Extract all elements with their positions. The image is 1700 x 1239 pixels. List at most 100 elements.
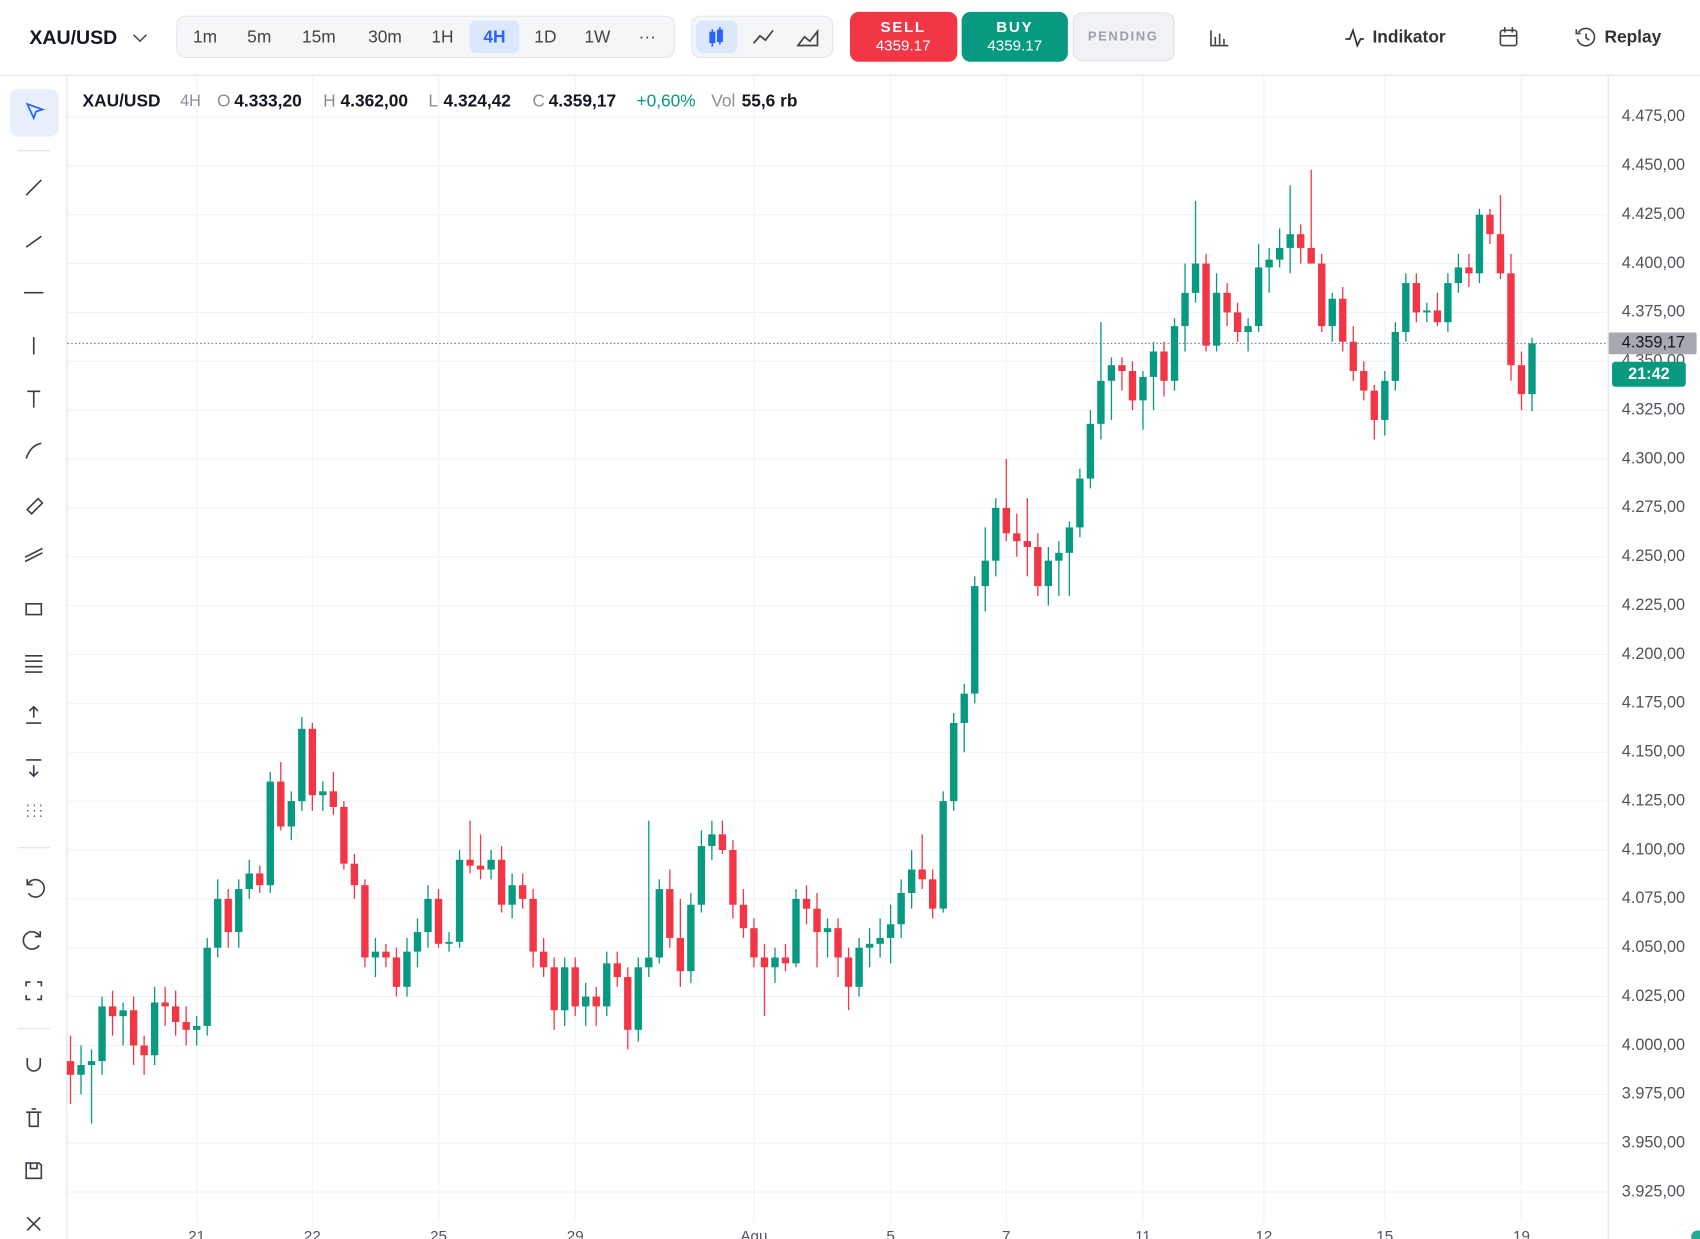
candle-body (1444, 283, 1452, 323)
candle-body (1339, 298, 1347, 342)
timeframe[interactable]: 1H (431, 27, 453, 47)
indicator-label[interactable]: Indikator (1372, 27, 1445, 47)
timeframe-active[interactable] (469, 20, 520, 54)
timeframe[interactable]: 30m (368, 27, 402, 47)
tool-icon[interactable] (25, 981, 43, 1001)
candle-body (434, 898, 443, 944)
candle-body (865, 943, 874, 948)
candle-body (1212, 292, 1221, 346)
tool-icon[interactable] (27, 390, 41, 408)
candle-body (182, 1022, 190, 1030)
candle-body (487, 859, 495, 870)
candle-body (298, 728, 306, 802)
tool-icon[interactable] (25, 1162, 43, 1180)
candle-body (340, 806, 348, 864)
candle-body (1328, 298, 1336, 327)
buy-button[interactable] (961, 11, 1068, 62)
tool-icon[interactable] (26, 878, 45, 898)
area-icon[interactable] (796, 28, 819, 47)
symbol[interactable]: XAU/USD (29, 27, 117, 49)
timeframe[interactable]: 5m (247, 27, 271, 47)
y-tick-label: 3.925,00 (1622, 1182, 1685, 1200)
calendar-icon[interactable] (1499, 27, 1518, 47)
tool-icon[interactable] (25, 655, 43, 673)
tool-icon[interactable] (22, 930, 42, 950)
tool-icon[interactable] (26, 1057, 42, 1072)
candle-body (1254, 267, 1263, 327)
legend-value: 4.362,00 (341, 90, 408, 110)
candle-body (687, 904, 695, 972)
legend-key: H (323, 90, 336, 110)
candle-body (876, 937, 884, 944)
tool-icon[interactable] (26, 1108, 42, 1128)
buy-label: BUY (996, 19, 1033, 36)
candle-body (87, 1061, 96, 1066)
bars-icon[interactable] (1210, 30, 1229, 47)
y-tick-label: 4.025,00 (1622, 987, 1685, 1005)
candle-body (1086, 423, 1095, 479)
timeframe[interactable]: ··· (639, 27, 656, 47)
candle-body (1349, 341, 1357, 372)
y-tick-label: 4.075,00 (1622, 889, 1685, 907)
candle-body (214, 898, 222, 948)
y-tick-label: 4.400,00 (1622, 254, 1685, 272)
candle-body (1097, 380, 1105, 424)
legend-key: L (428, 90, 438, 110)
candle-body (739, 904, 748, 929)
cursor-tool-bg[interactable] (9, 88, 59, 137)
tool-icon[interactable] (26, 1216, 41, 1231)
y-tick-label: 3.975,00 (1622, 1085, 1685, 1103)
y-tick-label: 4.225,00 (1622, 596, 1685, 614)
candle-body (319, 791, 327, 796)
candle-body (1202, 263, 1210, 346)
tool-icon[interactable] (26, 759, 42, 778)
y-tick-label: 4.150,00 (1622, 743, 1685, 761)
tool-icon[interactable] (27, 804, 42, 818)
replay-icon[interactable] (1575, 27, 1596, 47)
candle-body (329, 791, 338, 807)
tool-icon[interactable] (25, 235, 42, 248)
chart-type-active[interactable] (696, 20, 738, 54)
x-tick-label: 25 (430, 1228, 447, 1239)
candle-body (939, 801, 947, 909)
timeframe[interactable]: 1m (193, 27, 217, 47)
legend-value: 4.333,20 (234, 90, 301, 110)
legend-volume: 55,6 rb (742, 90, 798, 110)
cursor-tool[interactable] (25, 102, 46, 121)
line-icon[interactable] (752, 29, 774, 44)
tool-icon[interactable] (25, 442, 42, 459)
candle-body (897, 892, 905, 925)
sell-button[interactable] (850, 11, 958, 62)
candle-body (1391, 331, 1400, 381)
replay-label[interactable]: Replay (1604, 27, 1661, 47)
y-tick-label: 4.275,00 (1622, 498, 1685, 516)
tool-icon[interactable] (25, 179, 42, 196)
candle-body (392, 957, 401, 987)
candle-body (77, 1065, 85, 1075)
candle-body (760, 957, 769, 968)
candle-body (960, 693, 968, 723)
candle-body (1265, 259, 1273, 268)
candle-body (66, 1061, 75, 1075)
indicator-icon[interactable] (1345, 27, 1364, 48)
chevron[interactable] (132, 34, 148, 43)
chart: 4.475,00 4.450,00 4.425,00 4.400,00 4.375,00… (66, 75, 1700, 1239)
candle-body (150, 1002, 159, 1056)
legend-key: O (217, 90, 230, 110)
tool-icon[interactable] (25, 602, 43, 616)
candle-body (466, 859, 474, 866)
timeframe[interactable]: 4H (483, 27, 505, 47)
tool-icon[interactable] (26, 705, 42, 724)
candle-body (1454, 267, 1463, 284)
tool-icon[interactable] (24, 547, 43, 563)
timeframe[interactable]: 1D (534, 27, 556, 47)
candle-body (886, 924, 895, 938)
candle-icon[interactable] (709, 27, 723, 47)
tool-icon[interactable] (26, 497, 44, 515)
pending-button[interactable] (1072, 12, 1175, 62)
candle-body (645, 957, 653, 968)
timeframe[interactable]: 1W (584, 27, 611, 47)
timeframe[interactable]: 15m (302, 27, 336, 47)
candle-body (1465, 267, 1473, 274)
